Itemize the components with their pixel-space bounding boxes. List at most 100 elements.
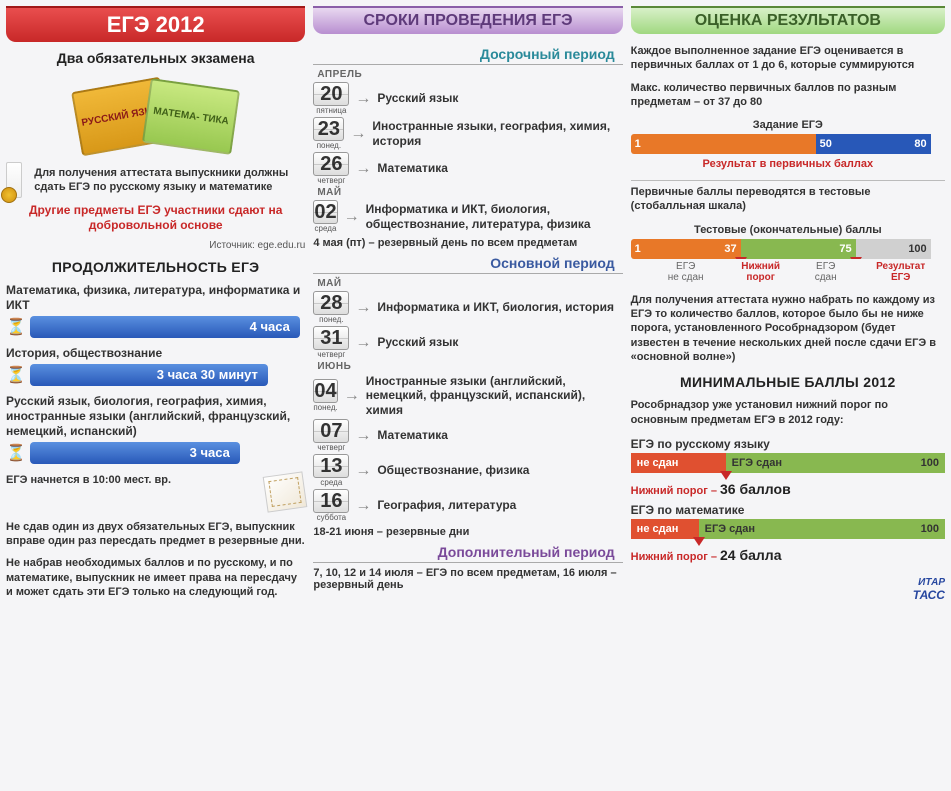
date-row: 13среда→Обществознание, физика [313, 454, 622, 487]
legend-item: Нижний порог [741, 261, 781, 283]
minimum-row: ЕГЭ по русскому языкуне сданЕГЭ сдан100Н… [631, 437, 945, 497]
min-intro: Рособрнадзор уже установил нижний порог … [631, 398, 945, 427]
header-results: ОЦЕНКА РЕЗУЛЬТАТОВ [631, 6, 945, 34]
date-row: 16суббота → География, литература [313, 489, 622, 522]
date-subjects: Информатика и ИКТ, биология, история [377, 300, 614, 314]
date-number: 07 [313, 419, 349, 443]
primary-scale-title: Задание ЕГЭ [631, 119, 945, 131]
month-label: МАЙ [317, 278, 622, 289]
date-subjects: Обществознание, физика [377, 463, 529, 477]
period-header: Досрочный период [313, 44, 622, 65]
date-subjects: Математика [377, 428, 448, 442]
date-number: 26 [313, 152, 349, 176]
arrow-icon: → [350, 125, 366, 143]
arrow-icon: → [344, 208, 360, 226]
date-row: 26четверг → Математика [313, 152, 622, 185]
fail-note-2: Не набрав необходимых баллов и по русско… [6, 556, 305, 599]
hourglass-icon: ⏳ [6, 365, 26, 385]
books-illustration: РУССКИЙ ЯЗЫК МАТЕМА- ТИКА [6, 76, 305, 156]
reserve-note: 18-21 июня – резервные дни [313, 526, 622, 538]
scale-segment: 100 [856, 239, 931, 259]
date-subjects: География, литература [377, 498, 516, 512]
date-number: 02 [313, 200, 337, 224]
duration-bar: 4 часа [30, 316, 300, 338]
itar-tass-logo: ИТАР ТАСС [631, 577, 945, 602]
date-number: 23 [313, 117, 344, 141]
arrow-icon: → [355, 160, 371, 178]
date-dow: среда [313, 224, 337, 233]
certificate-icon [6, 162, 22, 198]
fail-segment: не сдан [631, 453, 726, 473]
mandatory-title: Два обязательных экзамена [6, 50, 305, 66]
scale-segment: 5080 [816, 134, 931, 154]
period-header: Основной период [313, 253, 622, 274]
date-row: 23понед.→Иностранные языки, география, х… [313, 117, 622, 150]
date-number: 20 [313, 82, 349, 106]
duration-bar: 3 часа 30 минут [30, 364, 268, 386]
date-row: 31четверг → Русский язык [313, 326, 622, 359]
arrow-icon: → [355, 427, 371, 445]
test-scale-title: Тестовые (окончательные) баллы [631, 224, 945, 236]
arrow-icon: → [355, 497, 371, 515]
date-subjects: Математика [377, 161, 448, 175]
date-number: 16 [313, 489, 349, 513]
date-row: 20пятница→Русский язык [313, 82, 622, 115]
date-dow: четверг [313, 443, 349, 452]
test-scale-bar: 13775100 [631, 239, 945, 259]
header-ege2012: ЕГЭ 2012 [6, 6, 305, 42]
duration-title: ПРОДОЛЖИТЕЛЬНОСТЬ ЕГЭ [6, 259, 305, 275]
col-results: ОЦЕНКА РЕЗУЛЬТАТОВ Каждое выполненное за… [631, 6, 945, 603]
date-row: 07четверг → Математика [313, 419, 622, 452]
pass-segment: ЕГЭ сдан100 [699, 519, 945, 539]
header-schedule: СРОКИ ПРОВЕДЕНИЯ ЕГЭ [313, 6, 622, 34]
date-row: 02среда → Информатика и ИКТ, биология, общ… [313, 200, 622, 233]
date-subjects: Иностранные языки (английский, немецкий,… [366, 374, 623, 417]
arrow-icon: → [355, 299, 371, 317]
duration-subjects: Русский язык, биология, география, химия… [6, 394, 305, 439]
voluntary-note: Другие предметы ЕГЭ участники сдают на д… [6, 203, 305, 234]
start-note: ЕГЭ начнется в 10:00 мест. вр. [6, 474, 305, 510]
infographic: ЕГЭ 2012 Два обязательных экзамена РУССК… [0, 0, 951, 609]
test-scale: Тестовые (окончательные) баллы 13775100 … [631, 224, 945, 283]
duration-subjects: История, обществознание [6, 346, 305, 361]
date-subjects: Русский язык [377, 91, 458, 105]
month-label: ИЮНЬ [317, 361, 622, 372]
date-dow: четверг [313, 176, 349, 185]
duration-bar: 3 часа [30, 442, 240, 464]
scale-segment: 75 [741, 239, 856, 259]
date-dow: среда [313, 478, 349, 487]
results-intro1: Каждое выполненное задание ЕГЭ оценивает… [631, 44, 945, 73]
threshold-marker-icon [720, 471, 732, 480]
arrow-icon: → [355, 334, 371, 352]
legend-item: Результат ЕГЭ [871, 261, 931, 283]
date-row: 04понед.→Иностранные языки (английский, … [313, 374, 622, 417]
date-number: 13 [313, 454, 349, 478]
book-math: МАТЕМА- ТИКА [142, 78, 240, 155]
date-number: 28 [313, 291, 349, 315]
durations-list: Математика, физика, литература, информат… [6, 279, 305, 472]
col-general: ЕГЭ 2012 Два обязательных экзамена РУССК… [6, 6, 305, 603]
periods-list: Досрочный периодАПРЕЛЬ20пятница→Русский … [313, 40, 622, 595]
date-subjects: Русский язык [377, 335, 458, 349]
date-dow: четверг [313, 350, 349, 359]
test-scale-legend: ЕГЭ не сданНижний порогЕГЭ сданРезультат… [631, 261, 945, 283]
pass-segment: ЕГЭ сдан100 [726, 453, 945, 473]
primary-scale: Задание ЕГЭ 15080 Результат в первичных … [631, 119, 945, 170]
date-number: 31 [313, 326, 349, 350]
minimum-bar: не сданЕГЭ сдан100 [631, 453, 945, 473]
threshold-note: Для получения аттестата нужно набрать по… [631, 293, 945, 364]
arrow-icon: → [344, 387, 360, 405]
results-intro2: Макс. количество первичных баллов по раз… [631, 81, 945, 110]
date-subjects: Иностранные языки, география, химия, ист… [372, 119, 622, 148]
date-dow: понед. [313, 315, 349, 324]
date-subjects: Информатика и ИКТ, биология, обществозна… [366, 202, 623, 231]
arrow-icon: → [355, 90, 371, 108]
date-number: 04 [313, 379, 337, 403]
min-title: МИНИМАЛЬНЫЕ БАЛЛЫ 2012 [631, 374, 945, 390]
col-schedule: СРОКИ ПРОВЕДЕНИЯ ЕГЭ Досрочный периодАПР… [313, 6, 622, 603]
threshold-marker-icon [735, 257, 747, 259]
date-dow: суббота [313, 513, 349, 522]
primary-scale-bar: 15080 [631, 134, 945, 154]
fail-note-1: Не сдав один из двух обязательных ЕГЭ, в… [6, 520, 305, 549]
hourglass-icon: ⏳ [6, 317, 26, 337]
